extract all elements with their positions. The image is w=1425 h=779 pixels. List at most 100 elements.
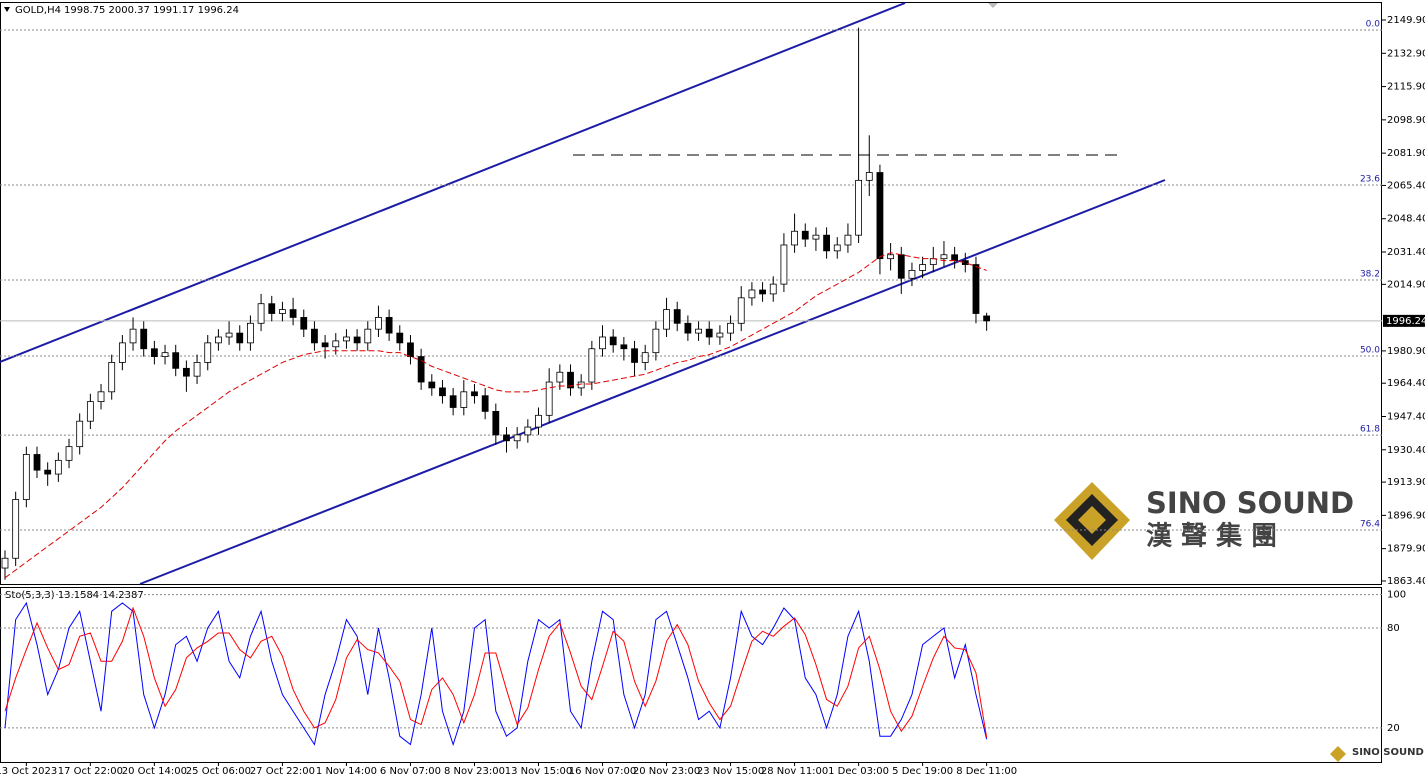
y-tick-label: 2132.90 [1387,48,1425,59]
y-tick-label: 1896.90 [1387,510,1425,521]
y-tick-label: 2149.90 [1387,15,1425,26]
candle-body [481,395,489,412]
candle-body [641,352,649,363]
x-tick-label: 8 Dec 11:00 [956,766,1017,777]
fib-label: 23.6 [1360,175,1380,185]
y-tick-label: 2115.90 [1387,82,1425,93]
candle-body [439,387,446,397]
y-tick-label: 2065.40 [1387,180,1425,191]
candle-body [983,315,991,322]
candle-body [801,230,809,240]
y-tick-label: 1913.90 [1387,477,1425,488]
candle-body [375,317,382,330]
x-tick-label: 20 Nov 23:00 [633,766,700,777]
candle-body [193,362,201,377]
x-tick-label: 16 Nov 07:00 [569,766,636,777]
fib-label: 38.2 [1360,270,1380,280]
candle-body [727,322,734,334]
candle-body [449,395,457,408]
candle-body [129,328,137,344]
candle-body [54,459,62,475]
candle-body [855,179,862,236]
y-tick-label: 1964.40 [1387,378,1425,389]
stoch-line [4,606,988,738]
candle-body [695,328,702,334]
candle-body [823,234,830,252]
fib-label: 50.0 [1360,345,1380,355]
y-tick-label: 2081.90 [1387,148,1425,159]
candle-body [76,420,84,448]
candle-body [524,426,532,436]
x-tick-label: 5 Dec 19:00 [892,766,953,777]
y-tick-label: 1879.90 [1387,544,1425,555]
candle-body [118,342,126,363]
candle-body [567,371,574,389]
y-tick-label: 2014.90 [1387,279,1425,290]
x-tick-label: 20 Oct 14:00 [122,766,187,777]
fib-label: 61.8 [1360,425,1380,435]
candle-body [716,332,724,338]
candle-body [503,434,510,442]
candle-body [876,172,884,260]
candle-body [44,469,52,475]
y-tick-label: 2031.40 [1387,247,1425,258]
candle-body [247,322,254,344]
candle-body [791,230,798,246]
candle-body [86,401,94,422]
footer-logo: SINO SOUND [1352,747,1424,758]
stoch-title: Sto(5,3,3) 13.1584 14.2387 [5,590,144,601]
x-tick-label: 6 Nov 07:00 [380,766,441,777]
candle-body [620,344,628,350]
fib-label: 76.4 [1360,520,1380,530]
x-tick-label: 8 Nov 23:00 [444,766,505,777]
y-tick-label: 20 [1387,723,1400,734]
candle-body [972,264,980,314]
candle-body [321,342,329,348]
candle-body [513,434,521,442]
sub-panel [0,587,1382,763]
x-tick-label: 13 Nov 15:00 [505,766,572,777]
candle-body [673,309,681,324]
ohlc-text: 1998.75 2000.37 1991.17 1996.24 [64,5,239,16]
candle-body [300,317,308,330]
candle-body [844,234,852,246]
y-tick-label: 1947.40 [1387,411,1425,422]
watermark-brand: SINO SOUND [1146,486,1354,520]
candle-body [705,328,713,338]
y-tick-label: 2098.90 [1387,115,1425,126]
y-tick-label: 2048.40 [1387,214,1425,225]
candle-body [97,391,105,403]
candle-body [535,414,542,428]
footer-logo-icon [1330,746,1346,762]
candle-body [332,340,340,348]
candle-body [919,264,927,271]
candle-body [769,283,777,295]
candle-body [108,362,116,393]
candle-body [311,328,318,344]
candle-body [833,244,841,252]
candle-body [684,322,692,334]
watermark: SINO SOUND 漢 聲 集 團 [1054,482,1354,560]
x-tick-label: 27 Oct 22:00 [250,766,315,777]
candle-body [150,348,158,357]
marker [988,3,998,8]
candle-body [887,254,895,260]
candle-body [588,348,596,383]
candle-body [1,557,9,569]
x-tick-label: 28 Nov 11:00 [761,766,828,777]
candle-body [140,328,148,350]
candle-body [737,297,745,324]
candle-body [268,303,276,314]
candle-body [908,270,916,279]
candle-body [428,381,436,389]
candle-body [214,336,222,344]
logo-core [1078,506,1106,534]
x-tick-label: 1 Dec 03:00 [828,766,889,777]
last-price-box [1383,314,1425,327]
x-tick-label: 17 Oct 22:00 [58,766,123,777]
fib-label: 0.0 [1366,19,1381,29]
last-price-label: 1996.24 [1386,316,1425,327]
candle-body [182,367,190,377]
candle-body [865,172,873,181]
